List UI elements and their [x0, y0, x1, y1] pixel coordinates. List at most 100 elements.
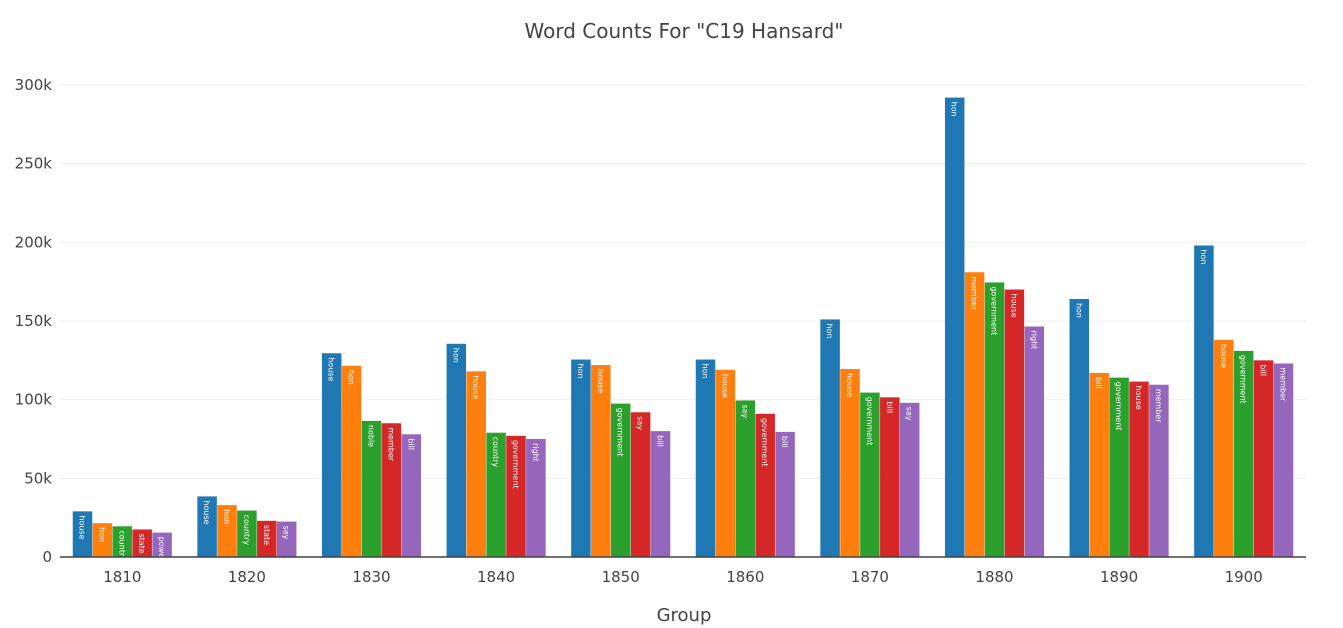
y-axis-ticks: 0 50k 100k 150k 200k 250k 300k: [15, 76, 53, 566]
bar-data-label: house: [1219, 344, 1228, 368]
x-tick-label: 1830: [352, 568, 390, 586]
bar: [197, 496, 217, 557]
bar: [72, 511, 93, 557]
bar-data-label: member: [1154, 389, 1163, 424]
bar: [1004, 289, 1025, 557]
bar-data-label: say: [636, 416, 645, 430]
bar-data-label: hon: [1199, 249, 1208, 264]
bars: house hon country state power house hon country…: [72, 97, 1294, 562]
bar: [880, 397, 900, 557]
y-tick-label: 100k: [15, 391, 53, 409]
x-axis-ticks: 1810 1820 1830 1840 1850 1860 1870 1880 1890 1900: [103, 568, 1263, 586]
bar: [276, 521, 297, 557]
bar: [1069, 298, 1090, 557]
bar: [1273, 363, 1294, 557]
x-tick-label: 1850: [602, 568, 640, 586]
bar: [257, 520, 277, 557]
bar: [321, 353, 342, 557]
bar: [964, 272, 985, 557]
bar-data-label: hon: [825, 323, 834, 338]
bar: [112, 526, 133, 557]
bar: [1233, 350, 1254, 557]
bar-data-label: government: [616, 408, 625, 457]
bar-data-label: house: [1009, 294, 1018, 318]
bar-data-label: noble: [367, 425, 376, 447]
bar: [735, 400, 756, 557]
bar-data-label: house: [596, 369, 605, 393]
bar-data-label: government: [990, 286, 999, 335]
bar: [1024, 326, 1045, 557]
bar-data-label: hon: [576, 364, 585, 379]
bar: [820, 319, 840, 557]
bar-data-label: member: [970, 276, 979, 311]
x-tick-label: 1890: [1100, 568, 1138, 586]
x-tick-label: 1820: [228, 568, 266, 586]
bar-data-label: bill: [885, 401, 894, 413]
bar: [650, 431, 671, 557]
bar-data-label: bill: [1259, 364, 1268, 376]
bar-data-label: house: [327, 357, 336, 381]
bar: [1253, 360, 1274, 557]
bar-data-label: house: [202, 500, 211, 524]
bar: [1214, 339, 1234, 557]
bar-data-label: country: [117, 530, 126, 561]
bar-data-label: house: [78, 515, 87, 539]
bar-data-label: hon: [347, 370, 356, 385]
x-tick-label: 1860: [726, 568, 764, 586]
bar: [899, 402, 920, 557]
bar: [341, 365, 362, 557]
bar: [755, 413, 775, 557]
bar: [1109, 377, 1129, 557]
y-tick-label: 250k: [15, 155, 53, 173]
bar: [486, 432, 506, 557]
bar-data-label: right: [1029, 331, 1038, 350]
bar: [92, 523, 113, 557]
bar: [526, 439, 546, 557]
bar: [984, 282, 1005, 557]
bar: [840, 368, 860, 557]
bar-data-label: hon: [701, 364, 710, 379]
y-tick-label: 150k: [15, 312, 53, 330]
bar: [401, 434, 422, 557]
y-tick-label: 200k: [15, 233, 53, 251]
bar-data-label: member: [386, 427, 395, 462]
x-tick-label: 1900: [1225, 568, 1263, 586]
bar-data-label: house: [845, 373, 854, 397]
bar-data-label: government: [760, 418, 769, 467]
y-tick-label: 0: [42, 548, 52, 566]
bar: [446, 343, 467, 557]
bar: [152, 532, 172, 557]
bar: [1129, 381, 1149, 557]
bar-data-label: bill: [656, 435, 665, 447]
bar: [775, 431, 795, 557]
bar-data-label: house: [471, 375, 480, 399]
bar: [695, 359, 716, 557]
bar-data-label: house: [720, 374, 729, 398]
bar-data-label: say: [282, 526, 291, 540]
y-tick-label: 50k: [24, 469, 52, 487]
bar-data-label: right: [531, 443, 540, 462]
bar-data-label: government: [1239, 355, 1248, 404]
bar-data-label: say: [905, 407, 914, 421]
bar: [466, 371, 486, 557]
bar-data-label: house: [1134, 386, 1143, 410]
bar: [630, 412, 651, 557]
bar-data-label: country: [242, 515, 251, 546]
bar-data-label: hon: [451, 348, 460, 363]
bar: [361, 420, 382, 557]
bar: [571, 359, 591, 557]
bar: [610, 403, 631, 557]
bar: [944, 97, 965, 557]
bar-data-label: member: [1279, 367, 1288, 402]
bar-data-label: hon: [1074, 303, 1083, 318]
bar-data-label: government: [1114, 382, 1123, 431]
bar: [381, 423, 402, 557]
bar-data-label: hon: [222, 509, 231, 524]
bar: [217, 505, 237, 557]
bar: [860, 392, 880, 557]
chart-title: Word Counts For "C19 Hansard": [525, 19, 844, 43]
bar-data-label: government: [865, 397, 874, 446]
bar-data-label: bill: [406, 438, 415, 450]
bar-data-label: bill: [1094, 377, 1103, 389]
